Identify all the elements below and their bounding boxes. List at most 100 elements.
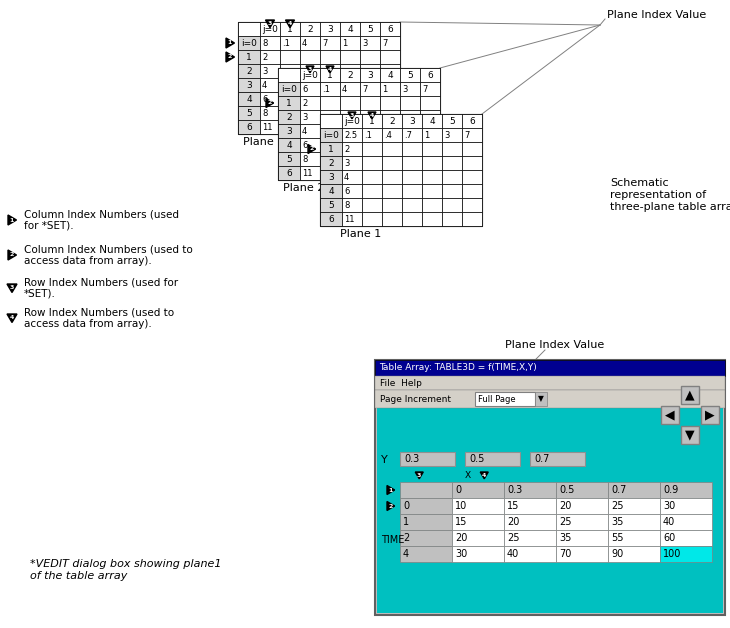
Text: 6: 6	[328, 215, 334, 224]
Text: 7: 7	[382, 38, 388, 48]
Bar	[462, 184, 482, 198]
Bar	[380, 152, 400, 166]
Bar	[360, 68, 380, 82]
Bar	[280, 120, 300, 134]
Text: 4: 4	[370, 113, 374, 118]
Text: 2: 2	[267, 100, 272, 106]
Bar	[382, 114, 402, 128]
Bar	[422, 198, 442, 212]
Bar	[360, 138, 380, 152]
Bar	[380, 96, 400, 110]
Bar	[280, 92, 300, 106]
Text: 0.5: 0.5	[469, 454, 485, 464]
Bar	[300, 78, 320, 92]
Text: 20: 20	[455, 533, 467, 543]
Bar	[422, 212, 442, 226]
Bar	[238, 22, 260, 36]
Text: 4: 4	[328, 67, 332, 72]
Text: 30: 30	[455, 549, 467, 559]
Text: 2: 2	[388, 504, 393, 509]
Text: 2.5: 2.5	[344, 131, 357, 139]
Bar	[420, 110, 440, 124]
Bar	[420, 68, 440, 82]
Bar	[452, 498, 504, 514]
Bar	[362, 156, 382, 170]
Text: 4: 4	[302, 38, 307, 48]
Bar	[300, 50, 320, 64]
Bar	[556, 546, 608, 562]
Bar	[681, 426, 699, 444]
Text: 11: 11	[262, 122, 272, 131]
Bar	[260, 120, 280, 134]
Text: 4: 4	[429, 117, 435, 126]
Text: 5: 5	[286, 154, 292, 163]
Text: 6: 6	[469, 117, 475, 126]
Text: 3: 3	[302, 112, 307, 121]
Bar	[360, 92, 380, 106]
Bar	[400, 452, 455, 466]
Bar	[420, 96, 440, 110]
Bar	[340, 78, 360, 92]
Polygon shape	[326, 66, 334, 73]
Bar	[320, 120, 340, 134]
Text: 11: 11	[344, 215, 355, 224]
Bar	[504, 482, 556, 498]
Bar	[300, 110, 320, 124]
Text: Row Index Numbers (used to
access data from array).: Row Index Numbers (used to access data f…	[24, 307, 174, 329]
Text: .4: .4	[384, 131, 392, 139]
Bar	[320, 106, 340, 120]
Bar	[340, 64, 360, 78]
Bar	[280, 64, 300, 78]
Bar	[681, 386, 699, 404]
Text: 35: 35	[611, 517, 623, 527]
Text: 1: 1	[403, 517, 409, 527]
Text: 6: 6	[387, 24, 393, 33]
Bar	[320, 64, 340, 78]
Text: 35: 35	[559, 533, 572, 543]
Bar	[260, 22, 280, 36]
Bar	[462, 142, 482, 156]
Bar	[300, 152, 320, 166]
Bar	[340, 82, 360, 96]
Bar	[380, 166, 400, 180]
Bar	[380, 120, 400, 134]
Text: 8: 8	[262, 109, 267, 117]
Text: 60: 60	[663, 533, 675, 543]
Bar	[380, 68, 400, 82]
Text: j=0: j=0	[344, 117, 360, 126]
Text: 5: 5	[246, 109, 252, 117]
Bar	[402, 212, 422, 226]
Bar	[300, 106, 320, 120]
Bar	[660, 482, 712, 498]
Bar	[380, 36, 400, 50]
Polygon shape	[348, 112, 356, 119]
Bar	[238, 22, 400, 134]
Text: 8: 8	[302, 154, 307, 163]
Text: 4: 4	[347, 24, 353, 33]
Text: 3: 3	[417, 473, 421, 478]
Polygon shape	[266, 99, 274, 107]
Text: 7: 7	[322, 38, 327, 48]
Bar	[280, 78, 300, 92]
Bar	[556, 514, 608, 530]
Text: 1: 1	[287, 24, 293, 33]
Text: .1: .1	[364, 131, 372, 139]
Bar	[360, 110, 380, 124]
Bar	[400, 482, 452, 498]
Bar	[400, 530, 452, 546]
Bar	[380, 110, 400, 124]
Bar	[475, 392, 535, 406]
Bar	[422, 114, 442, 128]
Text: 0: 0	[403, 501, 409, 511]
Bar	[260, 92, 280, 106]
Polygon shape	[266, 20, 274, 28]
Bar	[422, 156, 442, 170]
Bar	[360, 120, 380, 134]
Text: 3: 3	[402, 85, 407, 94]
Text: 55: 55	[611, 533, 623, 543]
Bar	[400, 124, 420, 138]
Bar	[462, 212, 482, 226]
Bar	[238, 106, 260, 120]
Bar	[402, 156, 422, 170]
Text: Page Increment: Page Increment	[380, 394, 451, 404]
